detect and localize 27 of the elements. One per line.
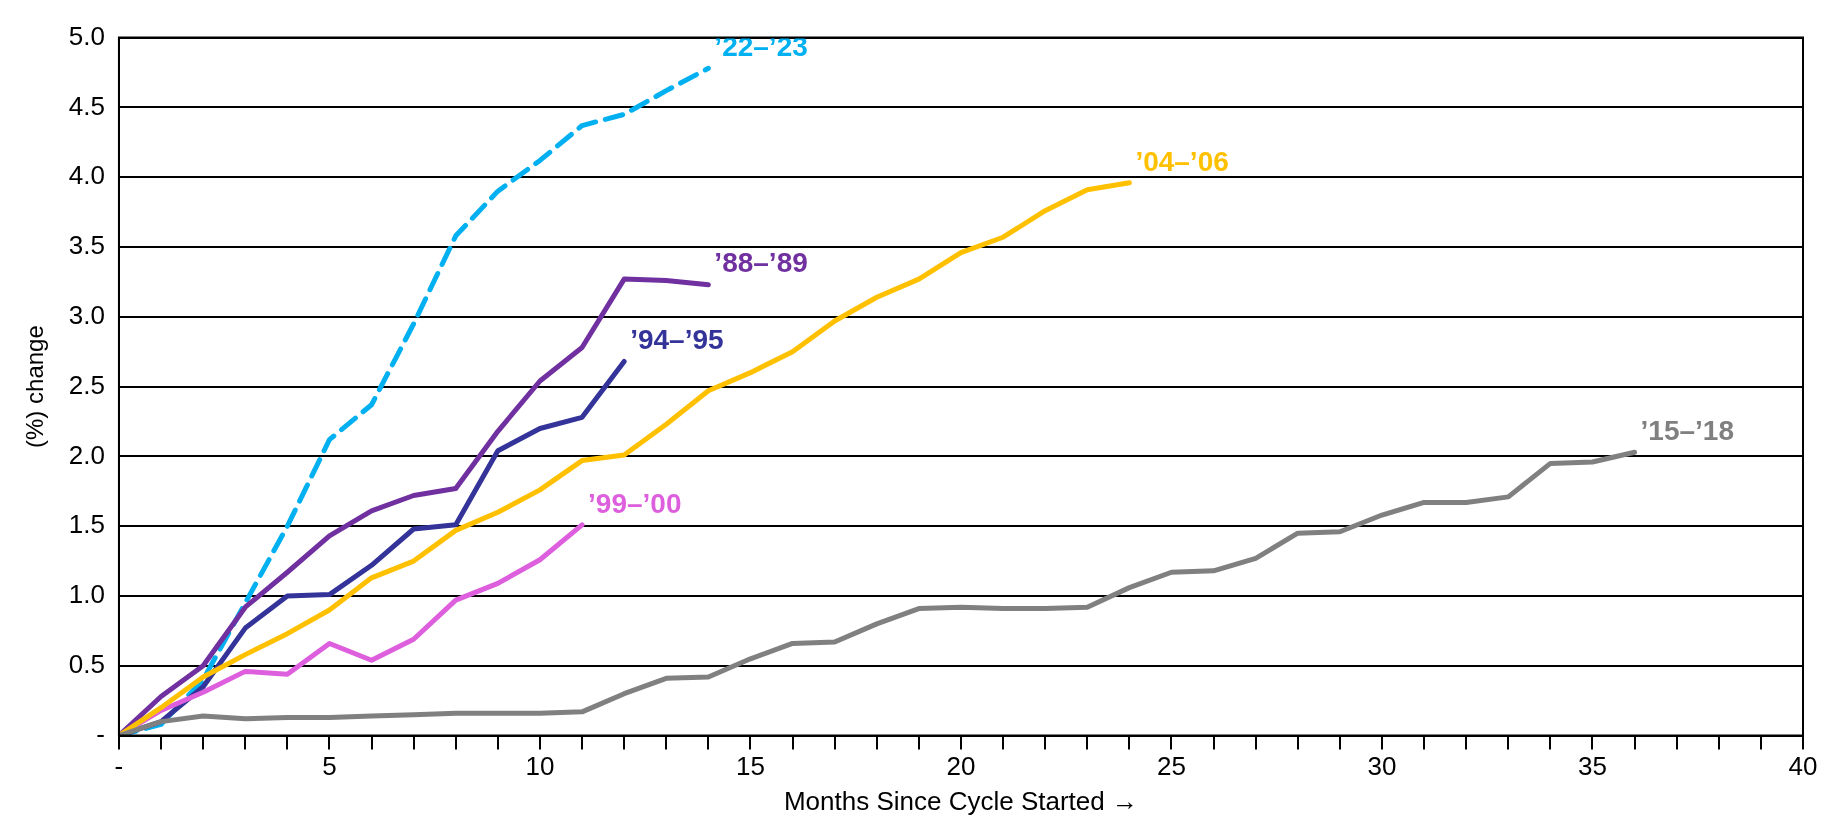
- y-tick-label: 1.0: [68, 579, 105, 610]
- y-tick-label: 4.0: [68, 160, 105, 191]
- series-label: ’88–’89: [714, 247, 808, 279]
- y-tick-label: 3.0: [68, 299, 105, 330]
- x-tick-label: 25: [1157, 751, 1186, 782]
- x-tick-label: 15: [736, 751, 765, 782]
- y-tick-label: 3.5: [68, 230, 105, 261]
- y-tick-label: 0.5: [68, 648, 105, 679]
- series-label: ’99–’00: [588, 487, 682, 519]
- y-tick-label: 5.0: [68, 20, 105, 51]
- x-tick-label: 35: [1578, 751, 1607, 782]
- series-label: ’04–’06: [1135, 145, 1229, 177]
- y-tick-label: 2.5: [68, 369, 105, 400]
- y-tick-label: 2.0: [68, 439, 105, 470]
- x-tick-label: 5: [322, 751, 337, 782]
- y-tick-label: 1.5: [68, 509, 105, 540]
- x-tick-label: -: [114, 751, 124, 782]
- y-tick-label: -: [96, 718, 105, 749]
- x-tick-label: 20: [946, 751, 976, 782]
- x-tick-label: 10: [525, 751, 555, 782]
- series-label: ’15–’18: [1640, 414, 1735, 446]
- x-axis-title: Months Since Cycle Started →: [783, 785, 1138, 816]
- y-tick-label: 4.5: [68, 90, 105, 121]
- x-tick-label: 30: [1367, 751, 1397, 782]
- series-label: ’94–’95: [630, 324, 724, 356]
- x-tick-label: 40: [1788, 751, 1818, 782]
- y-axis-title: (%) change: [21, 325, 49, 448]
